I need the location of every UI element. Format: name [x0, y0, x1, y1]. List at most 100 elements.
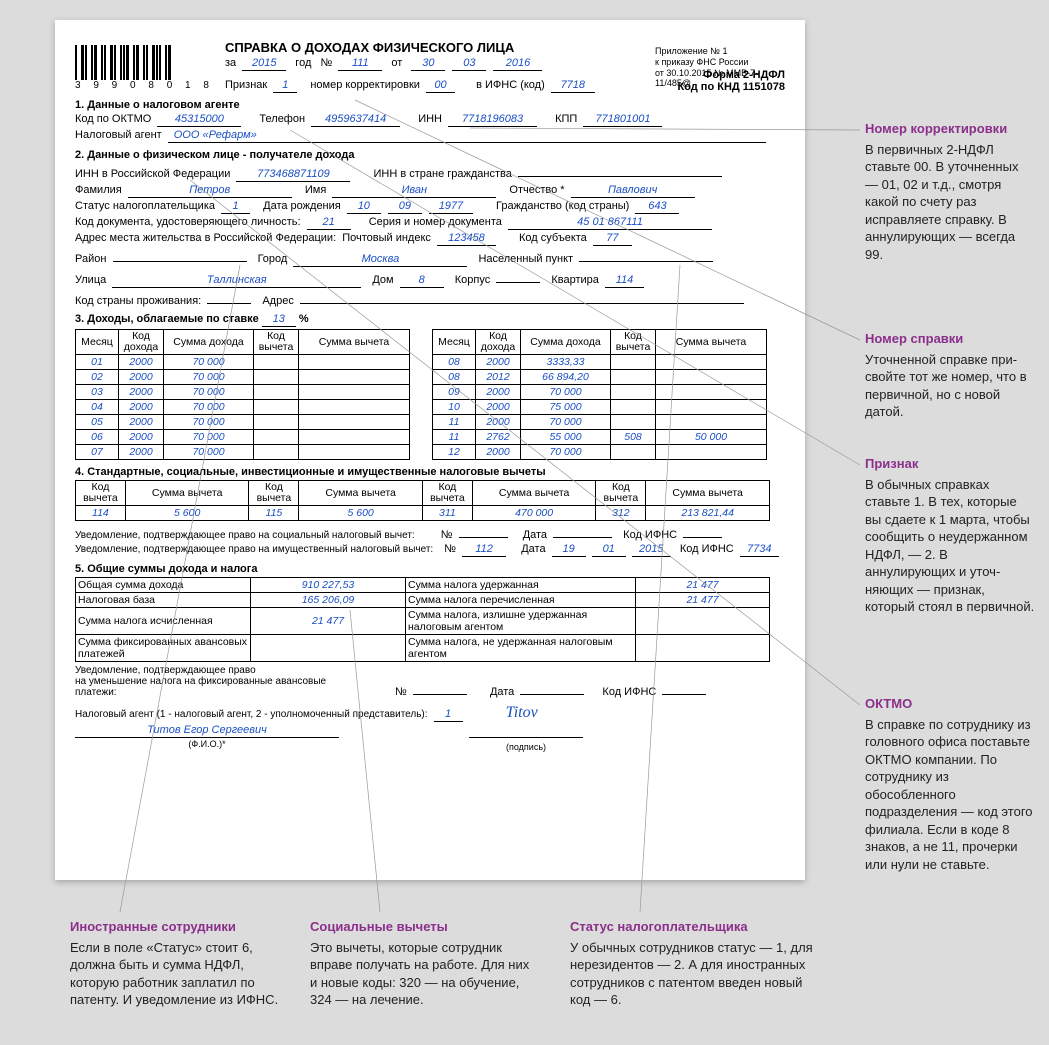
- fam-label: Фамилия: [75, 184, 122, 196]
- annot-foreign: Иностранные сотрудникиЕсли в поле «Стату…: [70, 918, 290, 1009]
- ot: от: [391, 57, 402, 69]
- street-label: Улица: [75, 274, 106, 286]
- income-table-right: МесяцКод доходаСумма доходаКод вычетаСум…: [432, 329, 767, 460]
- kpp-label: КПП: [555, 113, 577, 125]
- korr-value: 00: [426, 79, 455, 93]
- otch-value: Павлович: [571, 184, 695, 198]
- cert-number: 111: [338, 57, 382, 71]
- advance-notice-label: Уведомление, подтверждающее право на уме…: [75, 665, 365, 698]
- god: год: [295, 57, 311, 69]
- form-2ndfl: 3 9 9 0 8 0 1 8 Приложение № 1 к приказу…: [55, 20, 805, 880]
- status-value: 1: [221, 200, 250, 214]
- canvas: 3 9 9 0 8 0 1 8 Приложение № 1 к приказу…: [0, 0, 1049, 1045]
- adv-num-label: №: [395, 686, 407, 698]
- date-month: 03: [452, 57, 486, 71]
- oktmo-label: Код по ОКТМО: [75, 113, 151, 125]
- docid-label: Код документа, удостоверяющего личность:: [75, 216, 301, 228]
- soc-num-label: №: [441, 529, 453, 541]
- dob-y: 1977: [429, 200, 473, 214]
- dob-d: 10: [347, 200, 381, 214]
- zip-label: Почтовый индекс: [342, 232, 431, 244]
- totals-table: Общая сумма дохода910 227,53 Сумма налог…: [75, 577, 770, 662]
- section1-title: 1. Данные о налоговом агенте: [75, 99, 785, 111]
- raion-value: [113, 248, 247, 262]
- adv-date-value: [520, 681, 584, 695]
- sign-line: [469, 724, 583, 738]
- barcode-number: 3 9 9 0 8 0 1 8: [75, 80, 214, 91]
- inn-agent-value: 7718196083: [448, 113, 537, 127]
- house-value: 8: [400, 274, 444, 288]
- priznak-value: 1: [273, 79, 297, 93]
- date-day: 30: [411, 57, 445, 71]
- inn-gr-value: [518, 163, 722, 177]
- citiz-value: 643: [635, 200, 679, 214]
- dob-m: 09: [388, 200, 422, 214]
- agent-label: Налоговый агент: [75, 129, 162, 141]
- docsn-value: 45 01 867111: [508, 216, 712, 230]
- addr2-value: [300, 290, 744, 304]
- im-date-d: 19: [552, 543, 586, 557]
- flat-value: 114: [605, 274, 644, 288]
- soc-ifns-label: Код ИФНС: [623, 529, 677, 541]
- city-value: Москва: [293, 253, 467, 267]
- section2-title: 2. Данные о физическом лице - получателе…: [75, 149, 785, 161]
- addr-label: Адрес места жительства в Российской Феде…: [75, 232, 336, 244]
- country-res-value: [207, 290, 251, 304]
- docsn-label: Серия и номер документа: [369, 216, 502, 228]
- inn-rf-value: 773468871109: [236, 168, 350, 182]
- korp-value: [496, 269, 540, 283]
- annot-oktmo: ОКТМОВ справке по сотруд­нику из головно…: [865, 695, 1035, 873]
- annot-korr: Номер корректировкиВ первичных 2-НДФЛ ст…: [865, 120, 1035, 263]
- im-ifns-label: Код ИФНС: [680, 543, 734, 555]
- np-value: [579, 248, 713, 262]
- year-label: за: [225, 57, 236, 69]
- im-ifns-value: 7734: [740, 543, 779, 557]
- sign-caption: (подпись): [506, 742, 546, 752]
- inn-agent-label: ИНН: [418, 113, 442, 125]
- soc-notice-label: Уведомление, подтверждающее право на соц…: [75, 530, 415, 541]
- flat-label: Квартира: [551, 274, 599, 286]
- house-label: Дом: [372, 274, 393, 286]
- citiz-label: Гражданство (код страны): [496, 200, 629, 212]
- signature: Titov: [506, 704, 538, 721]
- dob-label: Дата рождения: [263, 200, 341, 212]
- section5-title: 5. Общие суммы дохода и налога: [75, 563, 785, 575]
- im-date-y: 2015: [632, 543, 671, 557]
- adv-ifns-label: Код ИФНС: [602, 686, 656, 698]
- city-label: Город: [258, 253, 288, 265]
- im-num-label: №: [444, 543, 456, 555]
- inn-gr-label: ИНН в стране гражданства: [374, 168, 512, 180]
- agent-value: ООО «Рефарм»: [168, 129, 766, 143]
- income-tables: МесяцКод доходаСумма доходаКод вычетаСум…: [75, 329, 785, 460]
- ifns-value: 7718: [551, 79, 595, 93]
- soc-num-value: [459, 524, 508, 538]
- inn-rf-label: ИНН в Российской Федерации: [75, 168, 230, 180]
- docid-value: 21: [307, 216, 351, 230]
- appendix-note: Приложение № 1 к приказу ФНС России от 3…: [655, 46, 775, 89]
- priznak-label: Признак: [225, 79, 267, 91]
- income-table-left: МесяцКод доходаСумма доходаКод вычетаСум…: [75, 329, 410, 460]
- agent-type-label: Налоговый агент (1 - налоговый агент, 2 …: [75, 709, 428, 720]
- name-value: Иван: [332, 184, 496, 198]
- section4-title: 4. Стандартные, социальные, инвестиционн…: [75, 466, 785, 478]
- korr-label: номер корректировки: [310, 79, 420, 91]
- im-date-label: Дата: [521, 543, 545, 555]
- subj-value: 77: [593, 232, 632, 246]
- subj-label: Код субъекта: [519, 232, 587, 244]
- deductions-table: Код вычетаСумма вычетаКод вычетаСумма вы…: [75, 480, 770, 521]
- tel-value: 4959637414: [311, 113, 400, 127]
- country-res-label: Код страны проживания:: [75, 295, 201, 307]
- annot-status: Статус налогоплательщикаУ обычных сотруд…: [570, 918, 820, 1009]
- tel-label: Телефон: [259, 113, 305, 125]
- annot-social: Социальные вычетыЭто вычеты, которые сот…: [310, 918, 540, 1009]
- street-value: Таллинская: [112, 274, 361, 288]
- annot-number: Номер справкиУточненной справке при­свой…: [865, 330, 1035, 421]
- adv-date-label: Дата: [490, 686, 514, 698]
- im-notice-label: Уведомление, подтверждающее право на иму…: [75, 544, 433, 555]
- oktmo-value: 45315000: [157, 113, 241, 127]
- soc-date-value: [553, 524, 612, 538]
- barcode: 3 9 9 0 8 0 1 8: [75, 45, 214, 91]
- annot-priznak: ПризнакВ обычных справках ставьте 1. В т…: [865, 455, 1035, 616]
- name-label: Имя: [305, 184, 326, 196]
- kpp-value: 771801001: [583, 113, 662, 127]
